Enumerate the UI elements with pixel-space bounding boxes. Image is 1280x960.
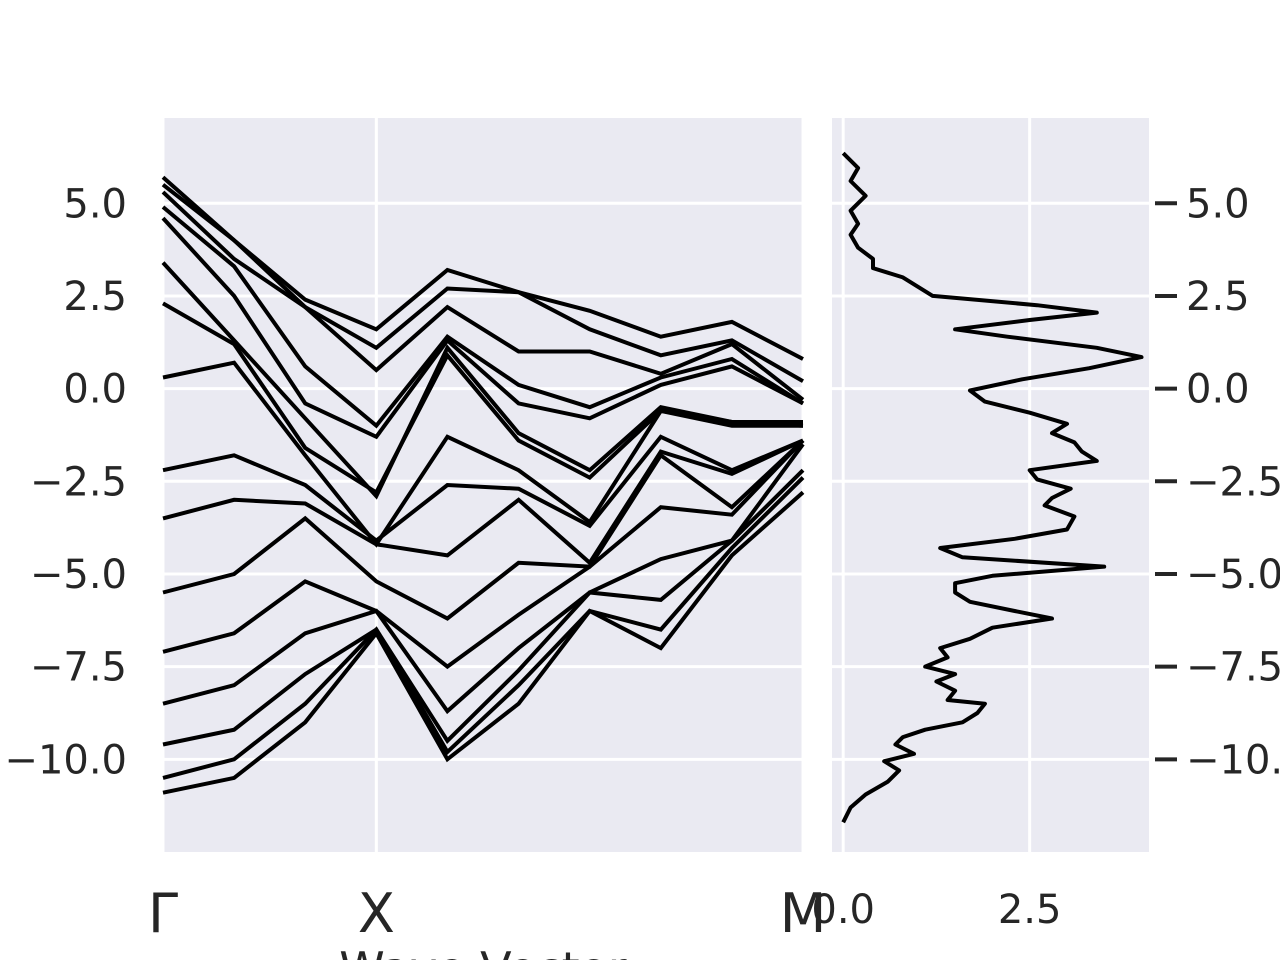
- dos-x-axis: 0.0 2.5: [811, 887, 1061, 933]
- band-y-axis: 5.0 2.5 0.0 −2.5 −5.0 −7.5 −10.0: [4, 181, 127, 783]
- band-y-tick-label: 0.0: [63, 367, 127, 413]
- band-line-16: [161, 175, 804, 361]
- band-x-axis-label: Wave Vector: [339, 942, 627, 960]
- band-line-12: [161, 216, 804, 440]
- dos-y-axis: 5.0 2.5 0.0 −2.5 −5.0 −7.5 −10.0: [1155, 181, 1280, 783]
- dos-y-tick-label: −10.0: [1186, 737, 1280, 783]
- band-line-5: [162, 439, 805, 670]
- dos-y-tick-label: 5.0: [1186, 181, 1250, 227]
- dos-grid: [832, 118, 1149, 852]
- band-line-15: [161, 183, 804, 383]
- band-line-4: [162, 443, 805, 715]
- band-line-6: [162, 439, 805, 621]
- band-y-tick-label: −5.0: [30, 552, 127, 598]
- band-y-tick-label: 5.0: [63, 181, 127, 227]
- band-line-8: [162, 434, 804, 544]
- band-y-tick-label: −2.5: [30, 459, 127, 505]
- kpoint-label: M: [780, 882, 827, 945]
- dos-y-tick-label: −7.5: [1186, 645, 1280, 691]
- dos-x-tick-label: 0.0: [811, 887, 875, 933]
- band-line-11: [161, 261, 803, 500]
- dos-plot-background: [832, 118, 1149, 852]
- band-y-tick-label: 2.5: [63, 274, 127, 320]
- dos-y-tick-label: 2.5: [1186, 274, 1250, 320]
- band-y-tick-label: −7.5: [30, 645, 127, 691]
- band-line-7: [162, 438, 804, 566]
- dos-y-tick-label: −2.5: [1186, 459, 1280, 505]
- dos-y-tick-label: 0.0: [1186, 367, 1250, 413]
- band-line-2: [162, 476, 805, 780]
- band-line-1: [162, 490, 805, 795]
- dos-line: [841, 151, 1144, 824]
- band-line-14: [161, 190, 805, 402]
- band-line-13: [161, 205, 805, 429]
- dos-x-tick-label: 2.5: [998, 887, 1062, 933]
- band-y-tick-label: −10.0: [4, 737, 127, 783]
- band-structure-panel: 5.0 2.5 0.0 −2.5 −5.0 −7.5 −10.0 Γ X M Wave Vect…: [4, 118, 826, 960]
- band-line-3: [162, 468, 805, 747]
- kpoint-label: Γ: [148, 882, 178, 945]
- dos-y-tick-label: −5.0: [1186, 552, 1280, 598]
- dos-panel: 5.0 2.5 0.0 −2.5 −5.0 −7.5 −10.0 0.0 2.5: [811, 118, 1280, 933]
- kpoint-label: X: [358, 882, 395, 945]
- band-lines: [161, 175, 805, 795]
